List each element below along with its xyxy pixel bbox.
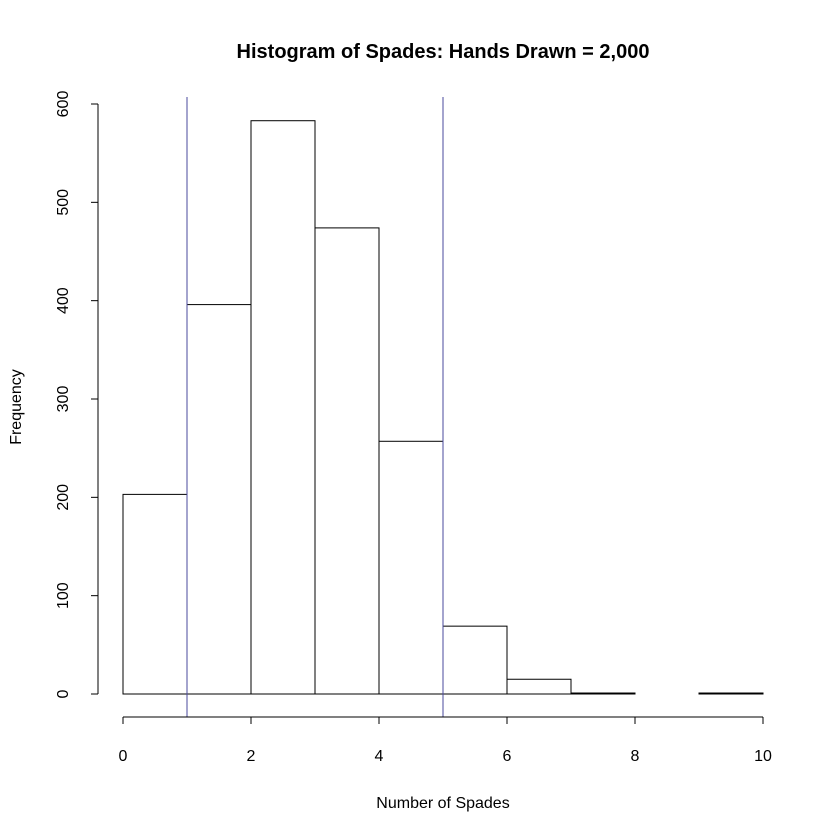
reference-lines-group [186, 97, 444, 717]
x-axis: 0 2 4 6 8 10 [119, 716, 772, 765]
x-tick-label: 0 [119, 748, 128, 765]
histogram-bar [378, 440, 444, 695]
histogram-bar [122, 493, 188, 695]
histogram-bar [506, 678, 572, 695]
x-tick-label: 2 [247, 748, 256, 765]
x-axis-label: Number of Spades [376, 795, 509, 812]
x-tick-label: 8 [631, 748, 640, 765]
histogram-bar [442, 625, 508, 695]
y-tick-label: 200 [55, 484, 72, 511]
x-tick-label: 10 [754, 748, 772, 765]
y-axis: 0 100 200 300 400 500 600 [55, 91, 99, 698]
histogram-bar [314, 227, 380, 695]
x-tick-label: 4 [375, 748, 384, 765]
y-tick-label: 500 [55, 189, 72, 216]
histogram-bar [250, 120, 316, 695]
histogram-bar [570, 692, 636, 695]
y-tick-label: 0 [55, 689, 72, 698]
histogram-bar [698, 692, 764, 695]
y-tick-label: 600 [55, 91, 72, 118]
y-tick-label: 400 [55, 287, 72, 314]
bars-group [122, 120, 764, 695]
histogram-bar [186, 304, 252, 695]
y-tick-label: 300 [55, 386, 72, 413]
y-tick-label: 100 [55, 582, 72, 609]
y-axis-label: Frequency [8, 369, 25, 445]
chart-title: Histogram of Spades: Hands Drawn = 2,000 [237, 41, 650, 63]
x-tick-label: 6 [503, 748, 512, 765]
